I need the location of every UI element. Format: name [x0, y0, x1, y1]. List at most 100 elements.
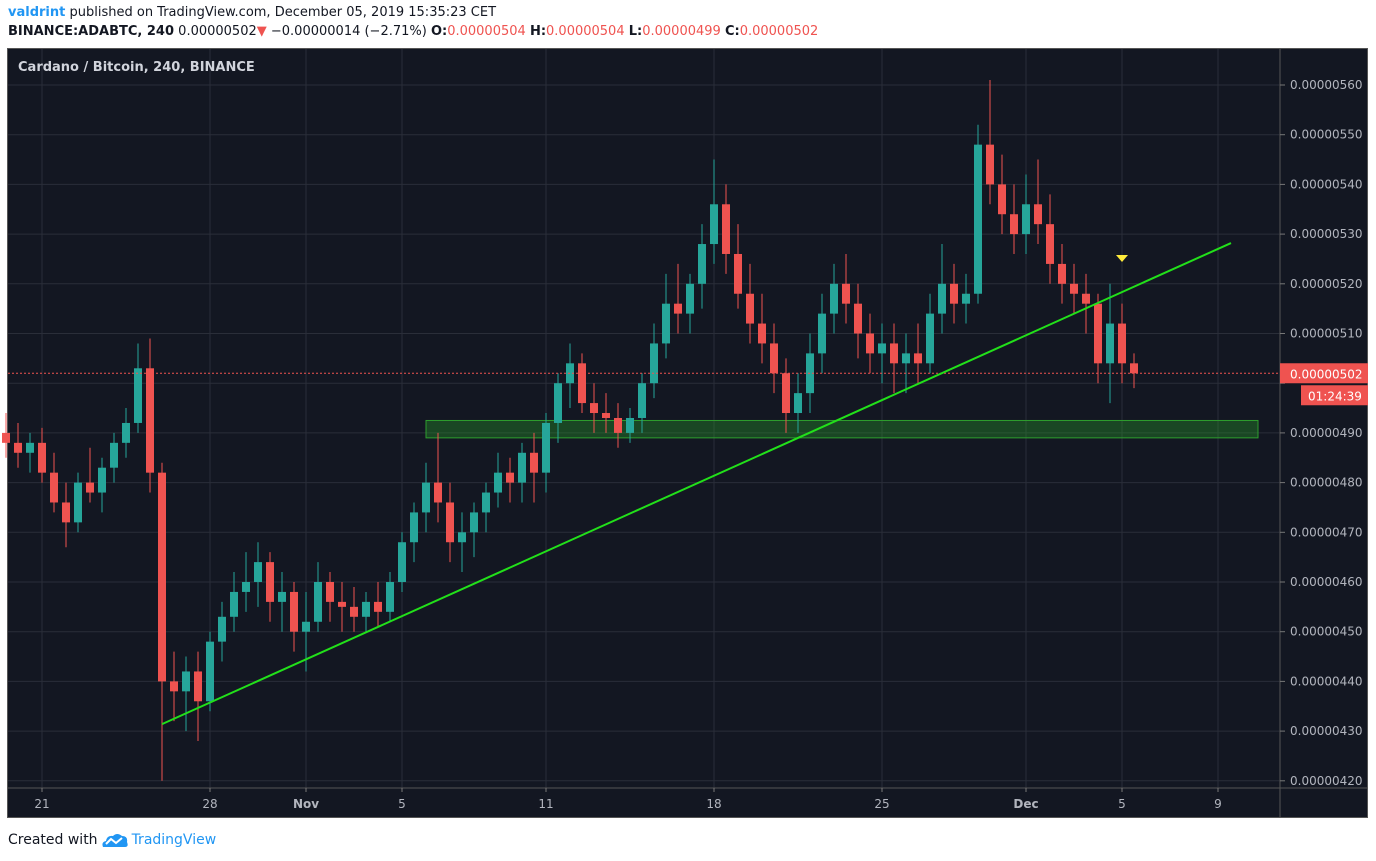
candle-body [1010, 214, 1018, 235]
symbol-info: BINANCE:ADABTC, 240 0.00000502▼ −0.00000… [8, 24, 818, 39]
price-tick-label: 0.00000510 [1290, 327, 1363, 341]
candle-body [734, 253, 742, 294]
time-tick-label: 28 [202, 797, 217, 811]
candle-body [950, 283, 958, 304]
candle-body [74, 482, 82, 523]
candle-body [1094, 303, 1102, 364]
candle-body [842, 283, 850, 304]
candle-body [62, 502, 70, 523]
candle-body [1046, 224, 1054, 264]
candle-body [1058, 263, 1066, 284]
candle-body [122, 422, 130, 443]
candle-body [758, 323, 766, 344]
candle-body [674, 303, 682, 314]
candle-body [518, 452, 526, 483]
price-tick-label: 0.00000430 [1290, 724, 1363, 738]
candle-body [926, 313, 934, 364]
candle-body [890, 343, 898, 364]
candle-body [194, 671, 202, 702]
low-value: 0.00000499 [642, 24, 721, 39]
candle-body [254, 562, 262, 582]
open-label: O: [430, 24, 448, 39]
candle-body [278, 591, 286, 602]
candle-body [998, 184, 1006, 215]
candle-body [458, 532, 466, 543]
candle-body [626, 417, 634, 433]
candle-body [410, 512, 418, 543]
candle-body [806, 353, 814, 394]
countdown-label: 01:24:39 [1308, 389, 1362, 403]
candle-body [266, 562, 274, 602]
price-tick-label: 0.00000450 [1290, 625, 1363, 639]
candle-body [26, 442, 34, 453]
created-with-text: Created with [8, 832, 98, 848]
candle-body [398, 542, 406, 582]
support-zone [425, 419, 1259, 439]
candle-body [578, 363, 586, 404]
candle-body [650, 343, 658, 384]
chart-legend: Cardano / Bitcoin, 240, BINANCE [18, 60, 255, 75]
candle-body [218, 616, 226, 642]
candle-body [386, 582, 394, 612]
close-label: C: [724, 24, 740, 39]
candle-body [542, 422, 550, 473]
candle-body [554, 383, 562, 423]
time-tick-label: 25 [874, 797, 889, 811]
published-text: published on TradingView.com, December 0… [69, 5, 497, 20]
candle-body [854, 303, 862, 334]
candle-body [770, 343, 778, 374]
candle-body [590, 403, 598, 414]
candle-body [14, 442, 22, 453]
candle-body [794, 393, 802, 414]
candle-body [1034, 204, 1042, 225]
candle-body [1118, 323, 1126, 364]
price-tick-label: 0.00000460 [1290, 575, 1363, 589]
tradingview-cloud-icon [101, 834, 128, 847]
price-tick-label: 0.00000480 [1290, 476, 1363, 490]
tradingview-link[interactable]: TradingView [131, 832, 217, 848]
publish-info: valdrint published on TradingView.com, D… [8, 5, 496, 20]
candle-body [818, 313, 826, 354]
candle-body [170, 681, 178, 692]
price-tick-label: 0.00000530 [1290, 227, 1363, 241]
open-value: 0.00000504 [447, 24, 526, 39]
candle-body [914, 353, 922, 364]
candle-body [530, 452, 538, 473]
candle-body [134, 368, 142, 423]
time-tick-label: 18 [706, 797, 721, 811]
candle-body [782, 373, 790, 414]
candle-body [830, 283, 838, 314]
candle-body [434, 482, 442, 503]
candle-body [722, 204, 730, 254]
triangle-down-icon: ▼ [256, 24, 267, 39]
author-link[interactable]: valdrint [8, 5, 66, 20]
candle-body [206, 641, 214, 702]
candle-body [338, 601, 346, 607]
candle-body [746, 293, 754, 324]
symbol: BINANCE:ADABTC, 240 [8, 24, 175, 39]
candle-body [482, 492, 490, 513]
candle-body [158, 472, 166, 682]
candle-body [686, 283, 694, 314]
candle-body [230, 591, 238, 617]
trendline [161, 242, 1232, 726]
candle-body [974, 144, 982, 294]
candle-body [326, 582, 334, 602]
high-value: 0.00000504 [546, 24, 625, 39]
price-tick-label: 0.00000520 [1290, 277, 1363, 291]
candle-body [2, 432, 10, 443]
footer: Created with TradingView [8, 832, 216, 848]
price-tick-label: 0.00000540 [1290, 177, 1363, 191]
candle-body [50, 472, 58, 503]
price-tick-label: 0.00000490 [1290, 426, 1363, 440]
candle-body [878, 343, 886, 354]
price-tick-label: 0.00000420 [1290, 774, 1363, 788]
candle-body [698, 244, 706, 284]
close-value: 0.00000502 [739, 24, 819, 39]
candle-body [374, 601, 382, 612]
high-label: H: [529, 24, 547, 39]
candle-body [494, 472, 502, 493]
candle-body [710, 204, 718, 245]
price-tick-label: 0.00000550 [1290, 128, 1363, 142]
